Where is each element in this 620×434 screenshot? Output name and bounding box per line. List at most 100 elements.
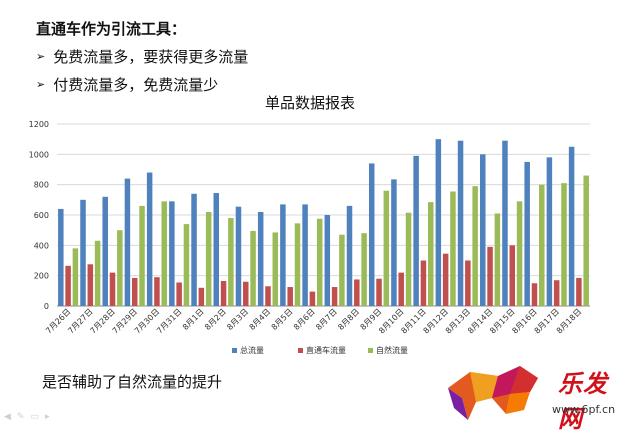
bar	[324, 215, 331, 306]
bar	[146, 172, 153, 306]
bullet-text: 免费流量多，要获得更多流量	[53, 48, 249, 66]
slide-icon[interactable]: ▭	[30, 412, 39, 422]
bar	[405, 212, 412, 306]
chart-title: 单品数据报表	[264, 94, 355, 112]
bullet-item: ➢ 免费流量多，要获得更多流量	[36, 46, 248, 67]
x-tick-label: 7月31日	[155, 307, 183, 335]
bar	[131, 277, 138, 306]
bar	[450, 191, 456, 306]
bar	[309, 291, 316, 306]
bar	[265, 286, 271, 306]
bar	[235, 206, 242, 306]
bar	[531, 283, 538, 306]
arrow-bullet-icon: ➢	[36, 78, 46, 91]
bar	[94, 240, 101, 306]
bar	[65, 265, 71, 306]
bar	[576, 277, 582, 306]
bar	[272, 232, 279, 306]
bar	[169, 201, 175, 306]
bar	[176, 282, 182, 306]
x-tick-label: 8月7日	[314, 307, 339, 332]
bar	[472, 186, 478, 306]
bar	[72, 248, 79, 306]
bar	[413, 155, 419, 306]
slideshow-toolbar: ◀ ✎ ▭ ▸	[0, 412, 50, 422]
legend-label: 自然流量	[376, 345, 408, 355]
y-tick-label: 1200	[29, 120, 49, 129]
y-tick-label: 400	[34, 241, 49, 250]
bar	[250, 230, 256, 306]
bar	[502, 140, 508, 306]
bar	[205, 211, 212, 306]
bullet-item: ➢ 付费流量多，免费流量少	[36, 74, 218, 95]
bar	[191, 193, 197, 306]
bar	[124, 178, 131, 306]
bar	[553, 280, 560, 306]
slide-heading: 直通车作为引流工具：	[36, 20, 187, 38]
site-logo: 乐发网 www.6pf.cn	[440, 358, 620, 433]
y-tick-label: 800	[34, 181, 49, 190]
bar	[228, 218, 234, 306]
bar	[539, 184, 545, 306]
legend-swatch	[368, 348, 373, 353]
bar	[220, 280, 227, 306]
bar	[346, 205, 353, 306]
bullet-text: 付费流量多，免费流量少	[53, 76, 219, 94]
bar	[117, 230, 123, 306]
arrow-bullet-icon: ➢	[36, 50, 46, 63]
x-tick-label: 8月3日	[225, 307, 250, 332]
bar	[287, 287, 293, 306]
bar	[568, 146, 575, 306]
bar	[154, 277, 160, 306]
bar	[213, 193, 220, 306]
bar	[316, 218, 323, 306]
bar	[80, 199, 86, 306]
bull-logo-icon	[448, 366, 538, 420]
bar	[427, 202, 434, 306]
y-tick-label: 0	[44, 302, 49, 311]
x-tick-label: 8月2日	[203, 307, 228, 332]
x-tick-label: 8月4日	[248, 307, 273, 332]
x-tick-label: 8月5日	[270, 307, 295, 332]
x-tick-label: 8月6日	[292, 307, 317, 332]
bar	[480, 154, 486, 306]
bar	[391, 179, 397, 306]
menu-icon[interactable]: ▸	[44, 412, 50, 422]
y-tick-label: 200	[34, 272, 49, 281]
legend-label: 直通车流量	[306, 345, 346, 355]
bar	[435, 139, 442, 306]
bar	[243, 281, 249, 306]
bar	[361, 233, 367, 306]
bar	[58, 208, 64, 306]
bar	[376, 278, 382, 306]
bar	[583, 175, 589, 306]
bar	[383, 190, 390, 306]
bar	[109, 272, 116, 306]
bar	[546, 157, 553, 306]
bar	[516, 201, 523, 306]
bar	[102, 196, 108, 306]
bar	[509, 245, 516, 306]
x-tick-label: 8月1日	[181, 307, 206, 332]
bar	[524, 161, 530, 306]
logo-url: www.6pf.cn	[552, 403, 616, 416]
bar	[294, 223, 301, 306]
footer-note: 是否辅助了自然流量的提升	[42, 373, 223, 391]
bar	[87, 264, 94, 306]
legend-swatch	[232, 348, 237, 353]
bar	[183, 224, 190, 306]
legend-swatch	[298, 348, 303, 353]
y-tick-label: 600	[34, 211, 49, 220]
x-tick-label: 8月18日	[555, 307, 583, 335]
bar	[561, 183, 567, 306]
bar	[139, 205, 145, 306]
pen-icon[interactable]: ✎	[16, 412, 25, 422]
bar	[398, 272, 404, 306]
prev-arrow-icon[interactable]: ◀	[4, 412, 11, 422]
legend-label: 总流量	[240, 345, 264, 355]
bar	[457, 140, 464, 306]
logo-text: 乐发网	[558, 369, 608, 433]
bar	[161, 201, 167, 306]
bar	[494, 213, 501, 306]
